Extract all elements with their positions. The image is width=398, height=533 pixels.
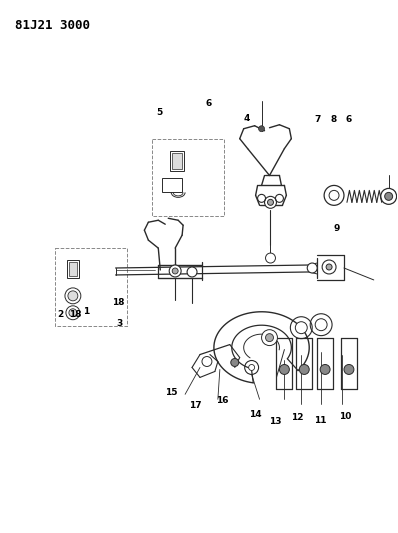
Bar xyxy=(162,179,182,192)
Circle shape xyxy=(202,357,212,367)
Circle shape xyxy=(279,365,289,375)
Bar xyxy=(67,260,79,278)
Circle shape xyxy=(231,359,239,367)
Circle shape xyxy=(307,263,317,273)
Text: 4: 4 xyxy=(243,114,250,123)
Bar xyxy=(170,151,184,171)
Circle shape xyxy=(299,365,309,375)
Text: 3: 3 xyxy=(117,319,123,328)
Text: 18: 18 xyxy=(69,310,82,319)
Circle shape xyxy=(187,267,197,277)
Bar xyxy=(69,262,77,276)
Text: 10: 10 xyxy=(339,411,351,421)
Circle shape xyxy=(69,309,77,317)
Circle shape xyxy=(320,365,330,375)
Text: 17: 17 xyxy=(189,401,202,410)
Text: 14: 14 xyxy=(249,410,262,419)
Circle shape xyxy=(259,126,265,132)
Circle shape xyxy=(265,253,275,263)
Text: 5: 5 xyxy=(156,108,163,117)
Text: 7: 7 xyxy=(314,115,321,124)
Circle shape xyxy=(344,365,354,375)
Circle shape xyxy=(267,199,273,205)
Circle shape xyxy=(322,260,336,274)
Text: 1: 1 xyxy=(83,307,90,316)
Circle shape xyxy=(329,190,339,200)
Circle shape xyxy=(315,319,327,330)
Circle shape xyxy=(172,268,178,274)
Text: 15: 15 xyxy=(165,388,178,397)
Text: 18: 18 xyxy=(112,298,124,307)
Text: 11: 11 xyxy=(314,416,327,425)
Text: 6: 6 xyxy=(345,115,351,124)
Circle shape xyxy=(326,264,332,270)
Circle shape xyxy=(295,322,307,334)
Circle shape xyxy=(249,365,255,370)
Text: 8: 8 xyxy=(330,115,336,124)
Circle shape xyxy=(169,265,181,277)
Text: 6: 6 xyxy=(206,99,212,108)
Circle shape xyxy=(265,334,273,342)
Bar xyxy=(55,248,127,326)
Circle shape xyxy=(385,192,393,200)
Circle shape xyxy=(68,291,78,301)
Bar xyxy=(172,152,182,168)
Text: 12: 12 xyxy=(291,413,303,422)
Text: 16: 16 xyxy=(217,395,229,405)
Text: 13: 13 xyxy=(269,417,281,426)
Bar xyxy=(152,139,224,216)
Circle shape xyxy=(265,196,277,208)
Circle shape xyxy=(261,330,277,345)
Text: 2: 2 xyxy=(57,310,63,319)
Text: 9: 9 xyxy=(334,224,340,233)
Text: 81J21 3000: 81J21 3000 xyxy=(15,19,90,33)
